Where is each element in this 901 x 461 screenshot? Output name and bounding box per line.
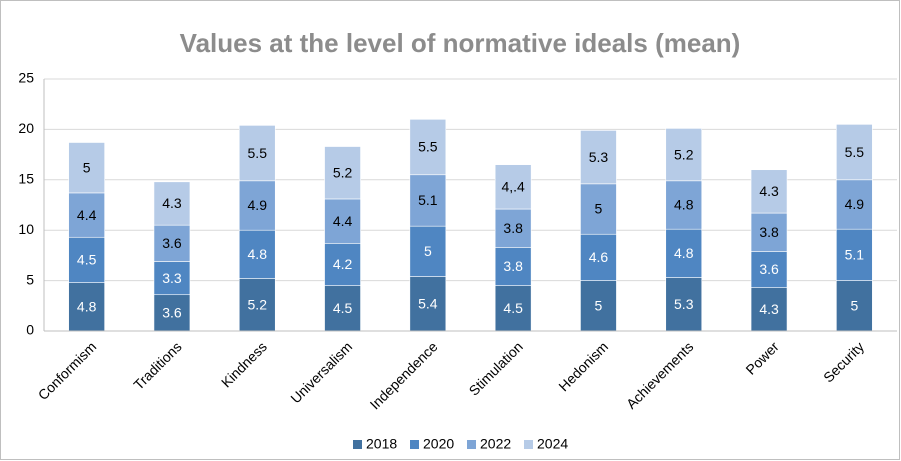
bar-segment [836,280,873,332]
data-label: 3.8 [759,224,779,240]
y-tick-label: 20 [18,120,34,136]
bar-segment [324,243,361,286]
bar-segment [68,142,105,194]
bar-segment [494,285,532,332]
legend-label: 2018 [366,436,397,452]
legend-label: 2024 [537,436,568,452]
bar-segment [409,225,447,277]
y-tick-label: 15 [18,171,34,187]
bar-segment [153,294,191,332]
data-label: 4.5 [77,252,97,268]
data-label: 5.5 [248,145,268,161]
bar-segment [836,124,873,181]
data-label: 5 [83,159,91,175]
data-label: 5.5 [418,139,438,155]
bar-segment [153,261,191,296]
data-label: 5 [424,243,432,259]
bar-segment [665,180,703,230]
bar-segment [324,146,361,200]
data-label: 4.6 [589,249,609,265]
bar-segment [324,285,361,332]
data-label: 3.8 [503,220,523,236]
bar-segment [68,236,105,283]
data-label: 4,.4 [501,179,525,195]
data-label: 5.2 [674,146,694,162]
data-label: 5 [595,298,603,314]
y-tick-label: 5 [26,271,34,287]
data-label: 5.1 [845,247,865,263]
bar-segment [750,169,788,214]
bar-segment [324,198,361,244]
data-label: 4.8 [674,197,694,213]
legend-swatch [467,440,476,449]
data-label: 5.3 [674,296,694,312]
data-label: 4.3 [759,183,779,199]
legend-swatch [353,440,362,449]
data-label: 4.5 [503,300,523,316]
data-label: 3.6 [162,305,182,321]
data-label: 4.8 [674,245,694,261]
data-label: 5.4 [418,295,438,311]
bar-segment [836,179,873,230]
bar-segment [580,233,617,281]
legend-label: 2022 [480,436,511,452]
data-label: 4.8 [248,246,268,262]
data-label: 4.4 [77,207,97,223]
data-label: 4.4 [333,213,353,229]
data-label: 4.3 [759,301,779,317]
y-tick-label: 0 [26,322,34,338]
bar-segment [409,174,447,227]
bar-segment [409,119,447,176]
data-label: 5.2 [333,164,353,180]
data-label: 4.9 [248,197,268,213]
bar-segment [409,276,447,332]
y-tick-label: 10 [18,221,34,237]
legend-swatch [410,440,419,449]
bar-segment [494,247,532,286]
data-label: 3.6 [162,235,182,251]
bar-segment [68,192,105,238]
data-label: 3.8 [503,258,523,274]
data-label: 5.2 [248,296,268,312]
bar-segment [580,183,617,235]
data-label: 5.5 [845,144,865,160]
data-label: 3.3 [162,270,182,286]
data-label: 3.6 [759,261,779,277]
bar-segment [580,130,617,185]
data-label: 4.5 [333,300,353,316]
bar-segment [494,208,532,248]
data-label: 4.3 [162,195,182,211]
bar-segment [580,280,617,332]
data-label: 4.9 [845,196,865,212]
y-tick-label: 25 [18,70,34,86]
legend-label: 2020 [423,436,454,452]
bar-segment [665,228,703,278]
bar-segment [68,282,105,332]
bar-segment [494,164,532,210]
data-label: 5.1 [418,192,438,208]
data-label: 5 [850,298,858,314]
bar-segment [238,125,276,182]
data-label: 4.2 [333,256,353,272]
data-label: 5.3 [589,149,609,165]
bar-segment [153,181,191,226]
data-label: 4.8 [77,299,97,315]
bar-segment [665,128,703,182]
data-label: 5 [595,201,603,217]
bar-segment [238,180,276,231]
chart-title: Values at the level of normative ideals … [180,28,741,58]
legend-swatch [524,440,533,449]
bar-segment [153,224,191,262]
